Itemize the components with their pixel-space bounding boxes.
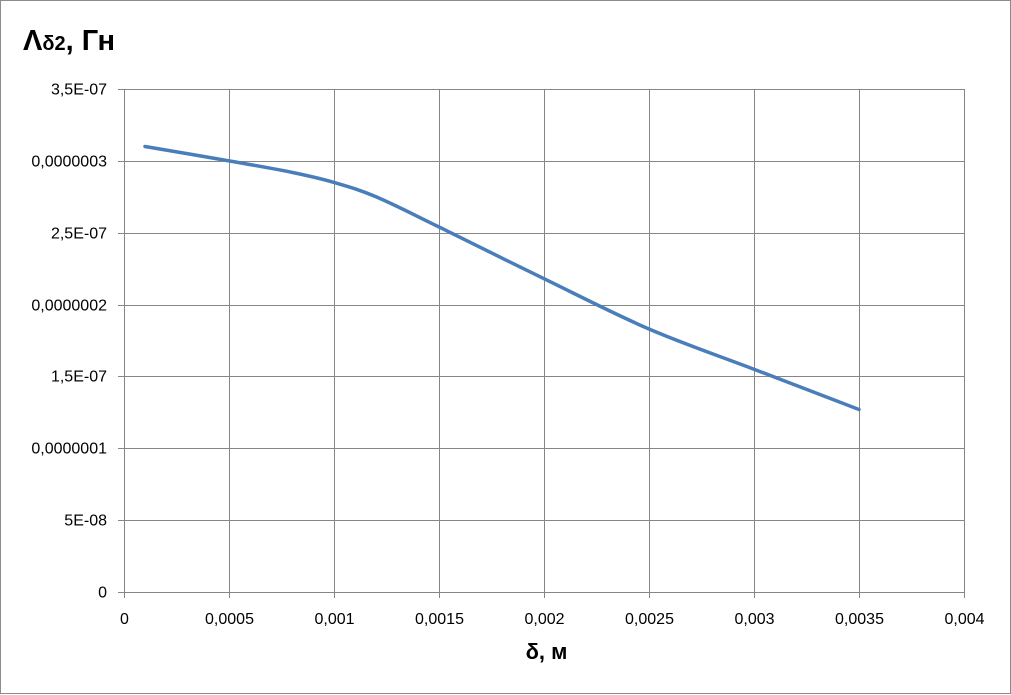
y-tick-label: 0 xyxy=(98,585,107,602)
x-tick-label: 0,0005 xyxy=(205,611,254,628)
y-tick-label: 3,5E-07 xyxy=(51,82,107,99)
x-tick-label: 0,0025 xyxy=(625,611,674,628)
x-tick-label: 0,004 xyxy=(944,611,984,628)
y-tick-label: 5E-08 xyxy=(64,513,107,530)
y-axis-title-unit: , Гн xyxy=(66,25,115,57)
x-tick-label: 0,0015 xyxy=(415,611,464,628)
series-layer xyxy=(145,146,859,409)
x-tick-label: 0,0035 xyxy=(835,611,884,628)
y-axis-title: Λδ2, Гн xyxy=(23,25,115,58)
y-tick-label: 0,0000003 xyxy=(31,154,107,171)
y-axis-title-subscript: δ2 xyxy=(42,33,65,55)
x-tick-label: 0 xyxy=(120,611,129,628)
x-tick-label: 0,001 xyxy=(314,611,354,628)
x-tick-label: 0,002 xyxy=(524,611,564,628)
y-tick-label: 0,0000002 xyxy=(31,298,107,315)
y-tick-label: 0,0000001 xyxy=(31,441,107,458)
y-axis-title-symbol: Λ xyxy=(23,25,42,57)
series-line xyxy=(145,146,859,409)
x-tick-label: 0,003 xyxy=(734,611,774,628)
x-axis-title: δ, м xyxy=(1,639,1011,665)
y-tick-label: 2,5E-07 xyxy=(51,226,107,243)
y-tick-label: 1,5E-07 xyxy=(51,369,107,386)
tick-label-layer: 0 5E-08 0,0000001 1,5E-07 0,0000002 2,5E-07 0,… xyxy=(31,82,984,629)
